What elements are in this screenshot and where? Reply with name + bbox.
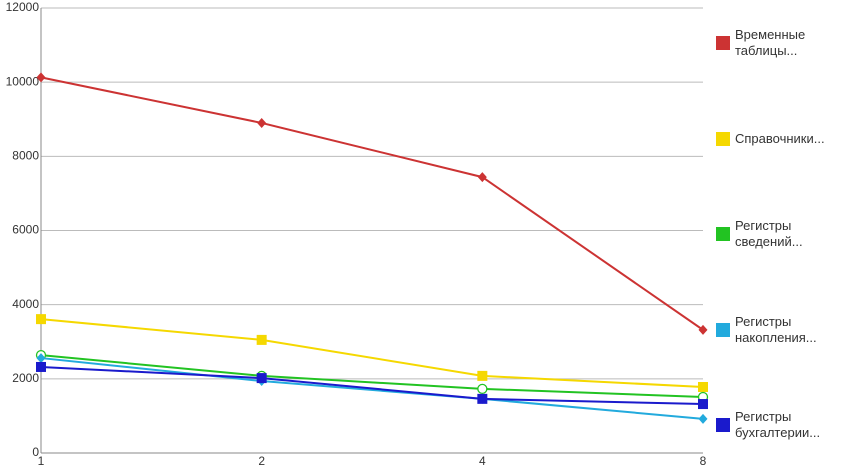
y-tick-label: 2000 <box>12 371 39 385</box>
legend-swatch <box>716 322 730 337</box>
series-line <box>40 76 704 331</box>
series-line <box>40 365 704 406</box>
marker <box>36 72 46 83</box>
x-tick-label: 2 <box>258 454 265 468</box>
legend-item: Регистры сведений... <box>716 218 842 250</box>
y-tick-label: 0 <box>32 445 39 459</box>
legend-label: Регистры бухгалтерии... <box>735 409 821 440</box>
legend-item: Регистры накопления... <box>716 314 842 346</box>
legend-swatch <box>716 418 730 432</box>
legend-label: Временные таблицы... <box>735 27 806 58</box>
legend-item: Временные таблицы... <box>716 27 842 59</box>
legend-item: Регистры бухгалтерии... <box>716 409 842 441</box>
legend-item: Справочники... <box>716 123 842 155</box>
marker <box>477 370 488 381</box>
marker <box>256 334 267 345</box>
legend-label: Регистры накопления... <box>735 313 817 345</box>
marker <box>698 381 708 392</box>
marker <box>36 314 46 325</box>
marker <box>698 399 708 410</box>
marker <box>257 117 267 128</box>
marker <box>36 361 46 372</box>
marker <box>477 383 488 394</box>
x-tick-label: 4 <box>479 454 486 468</box>
legend-swatch <box>716 227 730 241</box>
y-tick-label: 6000 <box>12 223 39 237</box>
series-line <box>40 357 704 420</box>
legend-swatch <box>716 36 730 50</box>
series-line <box>40 354 704 399</box>
marker <box>36 353 46 364</box>
y-tick-label: 10000 <box>6 74 40 88</box>
series-line <box>40 318 704 388</box>
marker <box>477 172 487 183</box>
x-tick-label: 1 <box>38 454 45 468</box>
marker <box>698 413 708 424</box>
y-tick-label: 4000 <box>12 297 39 311</box>
marker <box>698 324 708 335</box>
legend-swatch <box>716 131 730 146</box>
legend-label: Регистры сведений... <box>735 218 803 249</box>
y-tick-label: 12000 <box>6 0 40 14</box>
marker <box>256 373 267 384</box>
legend-label: Справочники... <box>735 130 825 146</box>
marker <box>477 393 488 404</box>
y-tick-label: 8000 <box>12 149 39 163</box>
x-tick-label: 8 <box>700 454 707 468</box>
